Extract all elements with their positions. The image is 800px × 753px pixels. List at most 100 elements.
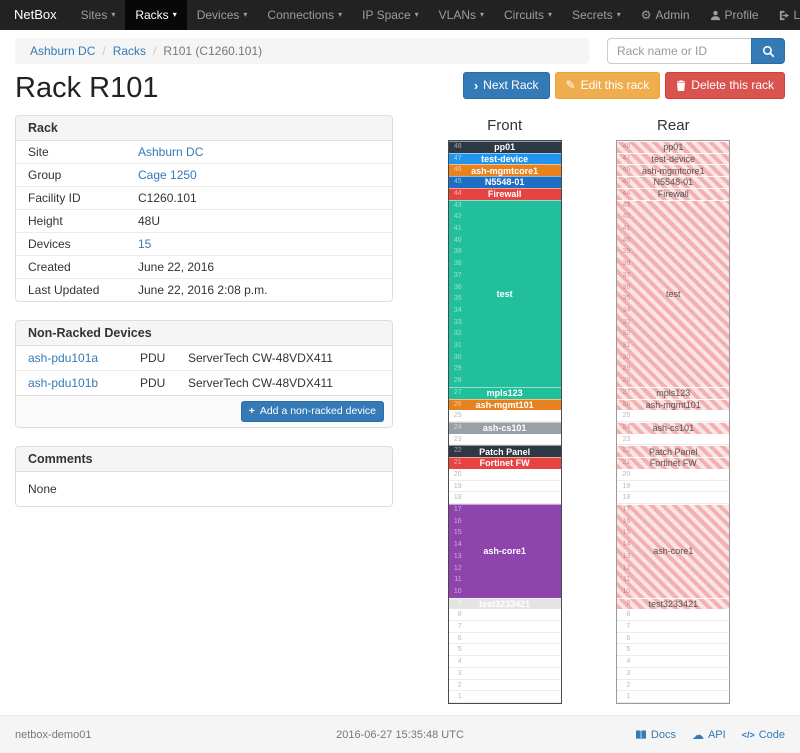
front-elevation: Front 48 47 46 45 44 43 42 41 40 39 38 37 36 35 34 33 32… — [447, 115, 562, 704]
device-ash-core1[interactable]: ash-core1 — [448, 503, 561, 598]
nav-item-label: Devices — [196, 8, 240, 22]
attr-value: June 22, 2016 2:08 p.m. — [138, 283, 268, 297]
code-icon: </> — [741, 729, 755, 740]
device-ash-mgmtcore1[interactable]: ash-mgmtcore1 — [448, 164, 561, 177]
device-ash-cs101[interactable]: ash-cs101 — [448, 422, 561, 434]
nav-item-admin[interactable]: ⚙ Admin — [631, 0, 700, 30]
device-test3233421[interactable]: test3233421 — [448, 597, 561, 610]
nav-item-profile[interactable]: Profile — [700, 0, 769, 30]
edit-rack-button[interactable]: ✎ Edit this rack — [554, 72, 661, 99]
attr-value: 48U — [138, 214, 161, 228]
nav-item-ip-space[interactable]: IP Space ▾ — [352, 0, 429, 30]
attr-value-link[interactable]: Cage 1250 — [138, 168, 197, 182]
rack-attributes: Site Ashburn DC Group Cage 1250 Facility ID C… — [16, 141, 392, 301]
nonracked-footer: + Add a non-racked device — [16, 395, 392, 427]
unit-number: 25 — [453, 412, 462, 420]
caret-down-icon: ▾ — [414, 10, 419, 19]
attr-row-created: Created June 22, 2016 — [16, 255, 392, 278]
footer-link-api[interactable]: ☁ API — [692, 729, 726, 741]
nav-item-devices[interactable]: Devices ▾ — [187, 0, 258, 30]
nav-item-racks[interactable]: Racks ▾ — [125, 0, 187, 30]
rack-unit-18: 18 — [448, 492, 561, 504]
device-fortinet-fw[interactable]: Fortinet FW — [448, 457, 561, 469]
nonracked-panel-title: Non-Racked Devices — [16, 321, 392, 346]
rack-unit-4: 4 — [448, 656, 561, 668]
device-ash-mgmtcore1[interactable]: ash-mgmtcore1 — [617, 164, 730, 177]
nonracked-row: ash-pdu101a PDU ServerTech CW-48VDX411 — [16, 346, 392, 370]
search-group — [607, 38, 785, 64]
device-mpls123[interactable]: mpls123 — [448, 386, 561, 399]
device-pp01[interactable]: pp01 — [617, 141, 730, 153]
search-button[interactable] — [751, 38, 785, 64]
footer-link-docs[interactable]: Docs — [635, 729, 676, 741]
device-ash-core1[interactable]: ash-core1 — [617, 503, 730, 598]
device-link[interactable]: ash-pdu101a — [28, 351, 99, 365]
book-icon — [635, 729, 646, 739]
rack-unit-20: 20 — [448, 469, 561, 481]
breadcrumb-item-racks[interactable]: Racks — [112, 44, 147, 58]
rack-unit-20: 20 — [617, 469, 730, 481]
rack-unit-4: 4 — [617, 656, 730, 668]
device-test[interactable]: test — [617, 199, 730, 387]
device-patch-panel[interactable]: Patch Panel — [617, 445, 730, 458]
rack-unit-25: 25 — [448, 410, 561, 422]
device-ash-mgmt101[interactable]: ash-mgmt101 — [448, 398, 561, 411]
device-patch-panel[interactable]: Patch Panel — [448, 445, 561, 458]
nonracked-row: ash-pdu101b PDU ServerTech CW-48VDX411 — [16, 370, 392, 395]
device-n5548-01[interactable]: N5548-01 — [448, 176, 561, 188]
add-nonracked-button[interactable]: + Add a non-racked device — [240, 401, 384, 422]
nav-item-log-out[interactable]: Log out — [769, 0, 800, 30]
left-column: Rack Site Ashburn DC Group Cage 1250 Facilit… — [15, 115, 393, 704]
unit-number: 2 — [626, 681, 631, 689]
device-fortinet-fw[interactable]: Fortinet FW — [617, 457, 730, 469]
breadcrumb-item-ashburn-dc[interactable]: Ashburn DC — [30, 44, 96, 58]
device-ash-cs101[interactable]: ash-cs101 — [617, 422, 730, 434]
unit-number: 18 — [453, 494, 462, 502]
attr-value-link[interactable]: 15 — [138, 237, 152, 251]
next-rack-button[interactable]: › Next Rack — [462, 72, 550, 99]
nav-item-circuits[interactable]: Circuits ▾ — [494, 0, 562, 30]
unit-number: 3 — [626, 669, 631, 677]
attr-value: Ashburn DC — [138, 145, 380, 159]
device-label: ash-mgmt101 — [645, 399, 701, 410]
rear-elevation: Rear 48 47 46 45 44 43 42 41 40 39 38 37 36 35 34 33 32 3… — [616, 115, 731, 704]
device-label: ash-cs101 — [482, 423, 527, 434]
footer-hostname: netbox-demo01 — [15, 728, 92, 741]
brand[interactable]: NetBox — [14, 7, 57, 22]
main-container: Ashburn DC / Racks / R101 (C1260.101) › Next… — [0, 38, 800, 704]
rack-unit-23: 23 — [617, 434, 730, 446]
delete-rack-label: Delete this rack — [691, 78, 774, 92]
nav-item-sites[interactable]: Sites ▾ — [71, 0, 126, 30]
nav-item-connections[interactable]: Connections ▾ — [257, 0, 352, 30]
device-firewall[interactable]: Firewall — [448, 187, 561, 200]
search-input[interactable] — [607, 38, 751, 64]
device-ash-mgmt101[interactable]: ash-mgmt101 — [617, 398, 730, 411]
device-firewall[interactable]: Firewall — [617, 187, 730, 200]
comments-panel-title: Comments — [16, 446, 392, 472]
unit-number: 23 — [622, 435, 631, 443]
device-label: mpls123 — [486, 388, 523, 399]
device-label: Patch Panel — [479, 446, 531, 457]
unit-number: 4 — [626, 658, 631, 666]
rack-unit-2: 2 — [448, 680, 561, 692]
device-test-device[interactable]: test-device — [617, 152, 730, 165]
device-test3233421[interactable]: test3233421 — [617, 597, 730, 610]
rack-unit-19: 19 — [448, 481, 561, 493]
device-mpls123[interactable]: mpls123 — [617, 386, 730, 399]
device-pp01[interactable]: pp01 — [448, 141, 561, 153]
rack-rear: 48 47 46 45 44 43 42 41 40 39 38 37 36 35 34 33 32 31 30 29… — [616, 140, 731, 704]
nonracked-panel: Non-Racked Devices ash-pdu101a PDU ServerT… — [15, 320, 393, 428]
device-test[interactable]: test — [448, 199, 561, 387]
attr-value-link[interactable]: Ashburn DC — [138, 145, 204, 159]
footer-link-code[interactable]: </> Code — [742, 729, 785, 741]
attr-label: Group — [28, 168, 62, 182]
nav-item-vlans[interactable]: VLANs ▾ — [429, 0, 494, 30]
nav-item-secrets[interactable]: Secrets ▾ — [562, 0, 631, 30]
nonracked-model: ServerTech CW-48VDX411 — [188, 376, 333, 390]
device-test-device[interactable]: test-device — [448, 152, 561, 165]
device-link[interactable]: ash-pdu101b — [28, 376, 99, 390]
unit-number: 19 — [453, 482, 462, 490]
device-n5548-01[interactable]: N5548-01 — [617, 176, 730, 188]
unit-number: 19 — [622, 482, 631, 490]
delete-rack-button[interactable]: Delete this rack — [665, 72, 785, 99]
